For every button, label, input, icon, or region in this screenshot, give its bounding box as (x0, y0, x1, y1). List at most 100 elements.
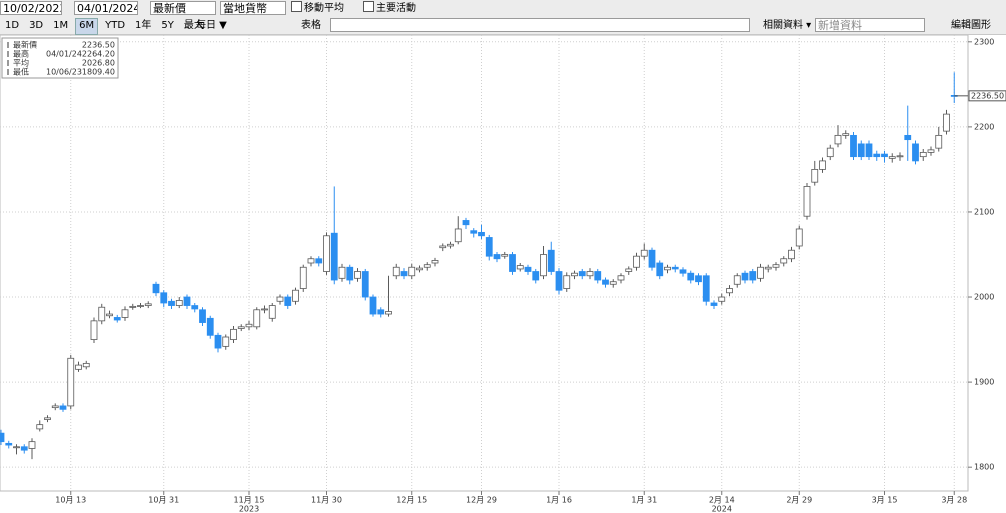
candle-body (617, 275, 625, 281)
range-button[interactable]: 1年 (135, 20, 152, 31)
plot-area (0, 35, 969, 492)
candle-body (919, 152, 927, 158)
search-field[interactable] (330, 18, 750, 32)
candle-body (702, 275, 710, 302)
candle-body (873, 153, 881, 158)
legend-name: 平均 (13, 58, 29, 68)
candle-body (656, 262, 664, 277)
key-events-toggle[interactable]: 主要活動 (360, 1, 419, 16)
candle-body (323, 235, 330, 272)
candle-body (299, 266, 307, 289)
range-button[interactable]: YTD (105, 20, 126, 31)
candle-body (795, 228, 803, 247)
candle-body (881, 153, 888, 158)
candle-body (695, 275, 702, 283)
x-tick-label: 2月 29 (786, 496, 812, 505)
x-tick-label: 1月 31 (631, 496, 657, 505)
candle-body (633, 255, 640, 268)
candle-body (524, 266, 532, 272)
candle-body (501, 254, 509, 257)
candle-body (811, 169, 819, 183)
candle-body (493, 254, 501, 260)
candle-body (230, 328, 237, 340)
candle-body (206, 317, 214, 336)
x-tick-label: 10月 13 (55, 496, 86, 505)
start-date[interactable]: 10/02/2023 (0, 1, 62, 15)
candle-body (361, 271, 369, 298)
candle-body (168, 300, 175, 306)
price-field[interactable]: 最新價 (150, 1, 216, 15)
range-button[interactable]: 最大 (183, 20, 204, 31)
related-data[interactable]: 相關資料 ▾ (763, 20, 812, 31)
candle-body (330, 232, 338, 281)
candle-body (137, 305, 144, 307)
candle-body (462, 220, 470, 226)
legend: 最新價 2236.50 最高 04/01/24 2264.20 平均 2026.80 最低 10… (1, 37, 119, 79)
candle-body (826, 147, 834, 158)
candle-body (199, 309, 206, 323)
candle-body (888, 156, 896, 159)
candle-body (222, 336, 230, 347)
candle-body (454, 228, 462, 243)
candle-body (51, 405, 59, 409)
candle-body (5, 442, 13, 446)
candle-body (261, 308, 268, 311)
candle-body (842, 133, 850, 136)
candle-body (44, 417, 51, 420)
currency[interactable]: 當地貨幣 (220, 1, 286, 15)
candle-body (183, 296, 191, 306)
candle-body (764, 266, 772, 270)
candle-body (423, 264, 431, 268)
candle-body (129, 305, 137, 308)
range-button[interactable]: 1D (5, 20, 20, 31)
range-button[interactable]: 1M (53, 20, 69, 31)
candle-body (547, 249, 555, 272)
candle-body (152, 283, 160, 294)
x-tick-label: 10月 31 (148, 496, 179, 505)
candle-body (175, 300, 183, 306)
end-date[interactable]: 04/01/2024 (74, 1, 138, 15)
candle-body (90, 320, 98, 340)
candle-body (509, 254, 516, 272)
candle-body (121, 309, 129, 318)
candle-body (408, 266, 416, 277)
candle-body (478, 231, 485, 237)
candle-body (400, 271, 408, 277)
frequency[interactable]: 每日 ▼ (196, 20, 227, 31)
candle-body (555, 271, 563, 291)
candle-body (276, 296, 284, 302)
candle-body (594, 271, 602, 281)
candle-body (749, 271, 757, 281)
candle-body (106, 313, 113, 317)
candle-body (160, 292, 168, 304)
candle-body (819, 160, 826, 170)
candle-body (687, 272, 695, 281)
range-button[interactable]: 6M (75, 18, 99, 35)
candle-body (912, 143, 919, 162)
candle-body (865, 143, 873, 158)
candle-body (664, 266, 671, 271)
range-button[interactable]: 5Y (161, 20, 174, 31)
candle-body (284, 296, 292, 306)
candle-body (935, 134, 943, 149)
candle-body (532, 271, 540, 281)
legend-date: 04/01/24 (46, 50, 82, 59)
add-data[interactable]: 新增資料 (815, 18, 925, 32)
table-button[interactable]: 表格 (301, 20, 321, 31)
range-button[interactable]: 3D (29, 20, 44, 31)
candle-body (563, 275, 571, 289)
candle-body (904, 134, 912, 141)
x-year-label: 2023 (239, 505, 259, 513)
candle-body (113, 317, 121, 321)
candle-body (640, 249, 648, 257)
candle-body (625, 268, 633, 272)
moving-average-toggle[interactable]: 移動平均 (288, 1, 347, 16)
y-tick-label: 1900 (974, 378, 994, 387)
last-price-box (968, 90, 1006, 102)
x-tick-label: 2月 14 (709, 496, 735, 505)
edit-chart[interactable]: 編輯圖形 (951, 20, 991, 31)
legend-box (1, 37, 119, 79)
candle-body (733, 275, 741, 285)
legend-name: 最高 (13, 49, 29, 59)
